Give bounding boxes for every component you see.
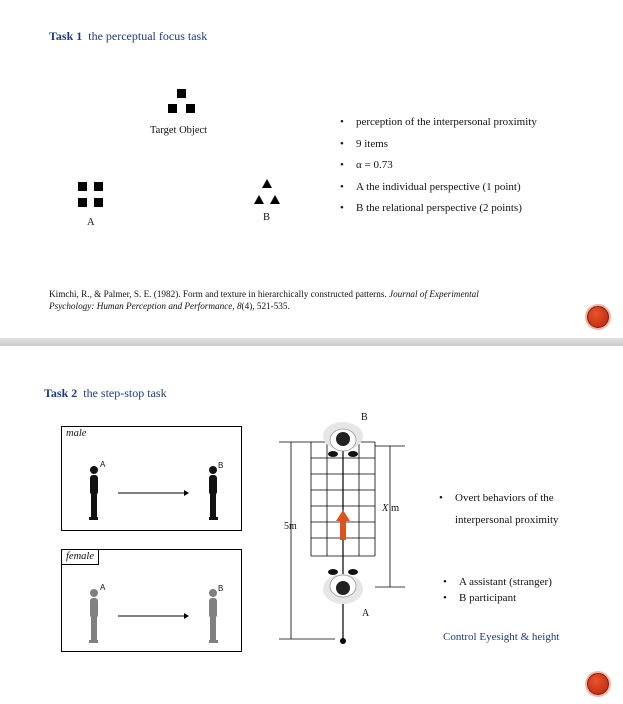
slide-task2: Task 2 the step-stop task male A B [0, 346, 623, 704]
task2-title: Task 2 the step-stop task [44, 386, 167, 401]
start-point [340, 638, 346, 644]
female-arrow-head [184, 613, 189, 619]
slide-task1: Task 1 the perceptual focus task Target … [0, 0, 623, 338]
male-panel-label: male [66, 428, 87, 439]
male-person-b-label: B [218, 461, 224, 470]
task2-bullet-list-bottom: A assistant (stranger) B participant [443, 574, 552, 606]
slide-marker-icon [587, 306, 609, 328]
diagram-bottom-label: A [362, 608, 370, 619]
variable-distance-label: X m [382, 503, 399, 514]
male-person-a-label: A [100, 460, 106, 469]
task1-name: the perceptual focus task [88, 29, 208, 43]
option-a-square [78, 198, 87, 207]
reference-journal: Journal of Experimental [389, 289, 479, 299]
control-note: Control Eyesight & height [443, 631, 560, 643]
distance-label: 5m [284, 521, 297, 532]
step-stop-diagram [279, 422, 405, 644]
slide-marker-icon [587, 673, 609, 695]
slide-divider [0, 338, 623, 346]
reference-authors: Kimchi, R., & Palmer, S. E. (1982). Form… [49, 289, 387, 299]
female-person-a-icon [89, 589, 98, 643]
male-figures-svg [89, 466, 218, 520]
task2-bullet: Overt behaviors of the [439, 487, 559, 509]
option-a-label: A [87, 217, 95, 228]
target-square [177, 89, 186, 98]
female-figures-svg [89, 589, 218, 643]
male-person-a-icon [89, 466, 98, 520]
walking-direction-arrow [336, 510, 350, 540]
female-panel: female A B [61, 549, 242, 652]
target-square [186, 104, 195, 113]
reference-volume: 8 [236, 301, 242, 311]
task2-number: Task 2 [44, 386, 78, 400]
task1-bullet: A the individual perspective (1 point) [340, 177, 537, 199]
female-person-b-icon [209, 589, 218, 643]
female-person-a-label: A [100, 583, 106, 592]
option-b-triangle [262, 179, 272, 188]
task2-bullet: A assistant (stranger) [443, 574, 552, 590]
male-person-b-icon [209, 466, 218, 520]
variable-unit: m [391, 503, 400, 514]
option-b-triangle [254, 195, 264, 204]
target-object-label: Target Object [150, 125, 208, 136]
option-a-square [94, 182, 103, 191]
task1-bullet: α = 0.73 [340, 155, 537, 177]
variable-name: X [382, 503, 389, 514]
female-panel-label: female [62, 550, 99, 565]
task1-bullet: B the relational perspective (2 points) [340, 198, 537, 220]
male-panel: male A B [61, 426, 242, 531]
person-a-topview-icon [323, 569, 363, 604]
reference-citation: Kimchi, R., & Palmer, S. E. (1982). Form… [49, 288, 569, 312]
option-b-label: B [263, 212, 271, 223]
female-person-b-label: B [218, 584, 224, 593]
reference-journal-line2: Psychology: Human Perception and Perform… [49, 301, 235, 311]
male-arrow-head [184, 490, 189, 496]
option-b-triangle [270, 195, 280, 204]
task2-name: the step-stop task [83, 386, 167, 400]
task2-bullet-continuation: interpersonal proximity [455, 514, 559, 526]
task1-bullet: 9 items [340, 134, 537, 156]
task1-bullet: perception of the interpersonal proximit… [340, 112, 537, 134]
task1-bullet-list: perception of the interpersonal proximit… [340, 112, 537, 220]
person-b-topview-icon [323, 422, 363, 457]
task2-bullet: B participant [443, 590, 552, 606]
diagram-top-label: B [361, 412, 368, 423]
reference-issue-pages: (4), 521-535. [241, 301, 290, 311]
target-square [168, 104, 177, 113]
option-a-square [94, 198, 103, 207]
option-a-square [78, 182, 87, 191]
task1-title: Task 1 the perceptual focus task [49, 29, 207, 44]
task2-bullet-list-top: Overt behaviors of the interpersonal pro… [439, 487, 559, 531]
task1-number: Task 1 [49, 29, 83, 43]
